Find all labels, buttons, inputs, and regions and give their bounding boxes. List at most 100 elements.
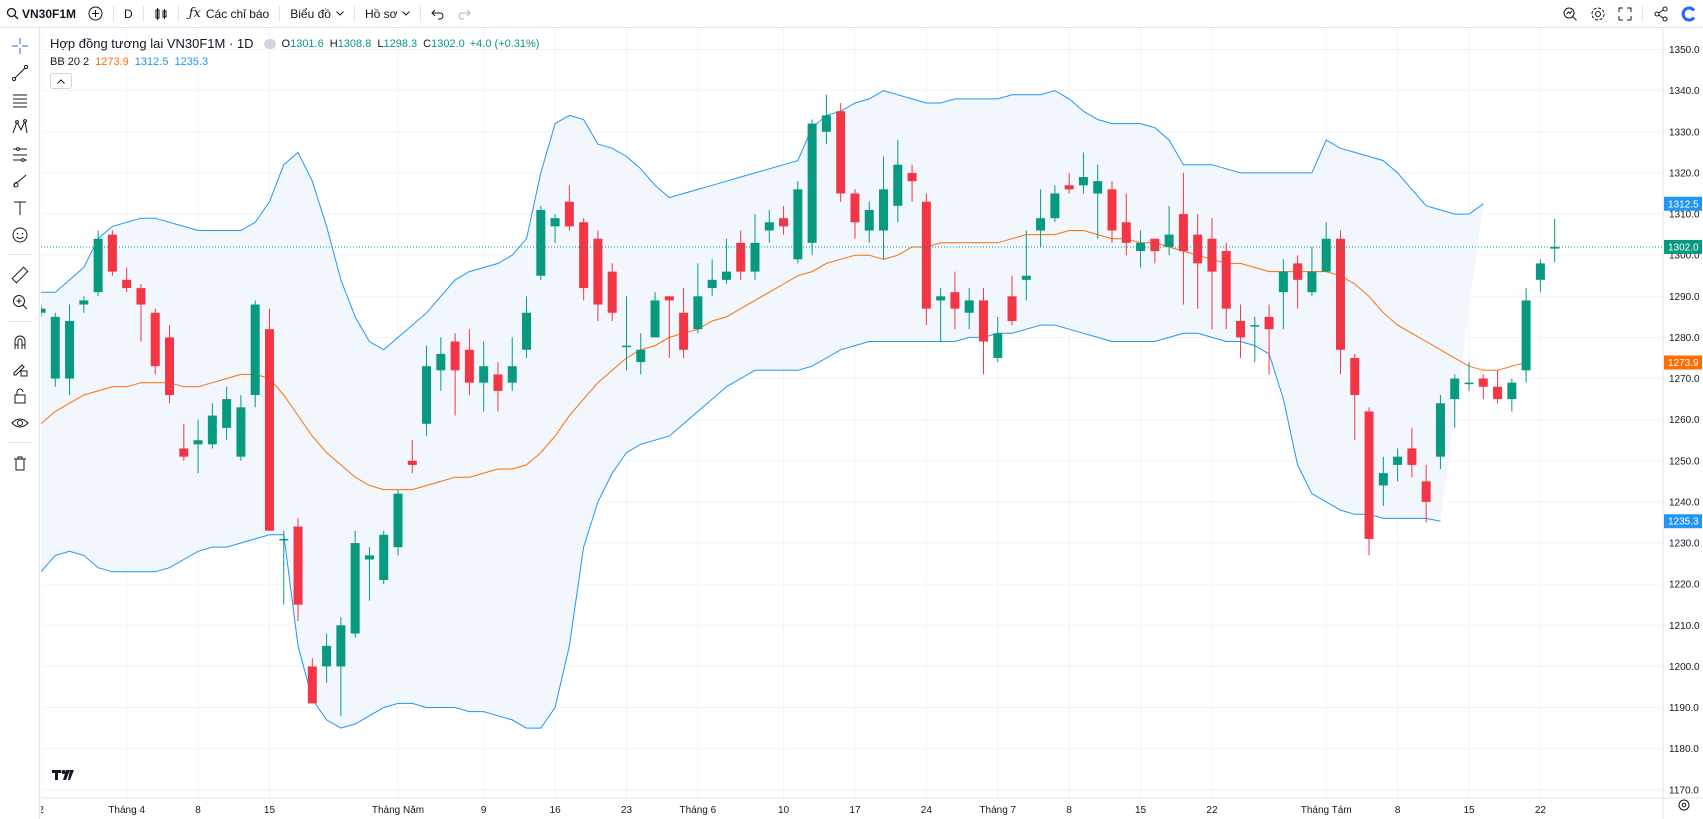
toolbar-divider xyxy=(8,442,31,443)
trash-icon xyxy=(11,454,29,472)
remove-drawings-tool[interactable] xyxy=(0,449,40,476)
magnet-tool[interactable] xyxy=(0,328,40,355)
indicators-button[interactable]: ƒx Các chỉ báo xyxy=(183,0,276,28)
time-tick-label: 8 xyxy=(1066,805,1072,816)
share-button[interactable] xyxy=(1647,0,1675,28)
candle-body xyxy=(222,399,232,428)
open-label: O xyxy=(281,38,291,50)
quick-search-button[interactable] xyxy=(1556,0,1584,28)
candle xyxy=(679,288,689,358)
candle xyxy=(1407,427,1417,478)
lock-drawings-tool[interactable] xyxy=(0,382,40,409)
stay-drawing-tool[interactable] xyxy=(0,355,40,382)
settings-button[interactable] xyxy=(1584,0,1612,28)
legend-title[interactable]: Hợp đồng tương lai VN30F1M · 1D xyxy=(50,36,254,51)
toolbar-divider xyxy=(1642,6,1643,22)
crosshair-tool[interactable] xyxy=(0,32,40,59)
candle-body xyxy=(264,329,274,531)
interval-button[interactable]: D xyxy=(118,0,139,28)
candle-body xyxy=(950,292,960,309)
hide-drawings-tool[interactable] xyxy=(0,409,40,436)
bar-style-button[interactable] xyxy=(148,0,174,28)
price-axis[interactable]: 1350.0 1340.0 1330.0 1320.0 1310.0 1300.0 1290… xyxy=(1669,45,1700,796)
measure-tool[interactable] xyxy=(0,261,40,288)
prediction-tool[interactable] xyxy=(0,140,40,167)
gear-icon xyxy=(1678,799,1690,811)
trendline-tool[interactable] xyxy=(0,59,40,86)
price-tick-label: 1300.0 xyxy=(1669,251,1700,262)
time-tick-label: 2 xyxy=(41,805,44,816)
redo-button[interactable] xyxy=(451,0,477,28)
more-options-icon[interactable] xyxy=(263,39,276,49)
symbol-search[interactable]: VN30F1M xyxy=(0,0,82,28)
last-price-tag-text: 1302.0 xyxy=(1668,242,1699,253)
brush-tool[interactable] xyxy=(0,167,40,194)
upper-band-tag: 1312.5 xyxy=(1664,196,1702,211)
pattern-tool[interactable] xyxy=(0,113,40,140)
candle xyxy=(864,201,874,243)
candle-body xyxy=(879,189,889,231)
price-chart[interactable]: 1350.0 1340.0 1330.0 1320.0 1310.0 1300.0 1290… xyxy=(41,29,1703,819)
candle-body xyxy=(150,312,160,367)
tradingview-logo[interactable] xyxy=(52,768,74,787)
bb-basis-line xyxy=(41,230,1527,491)
candle-body xyxy=(593,238,603,305)
time-tick-label: Tháng Năm xyxy=(372,805,424,816)
time-tick-label: 8 xyxy=(1395,805,1401,816)
profile-button[interactable]: Hồ sơ xyxy=(359,0,417,28)
compare-button[interactable] xyxy=(82,0,109,28)
brand-logo[interactable] xyxy=(1675,0,1703,28)
candle xyxy=(978,288,988,375)
legend-collapse-button[interactable] xyxy=(50,73,72,89)
candle xyxy=(1378,456,1388,507)
candle-body xyxy=(1121,222,1131,243)
c-logo-icon xyxy=(1681,6,1697,22)
toolbar-divider xyxy=(113,5,115,22)
time-axis[interactable]: 2 Tháng 4 8 15 Tháng Năm 9 16 23 Tháng 6 10 17 24 Th… xyxy=(41,805,1546,816)
undo-button[interactable] xyxy=(425,0,451,28)
close-label: C xyxy=(423,38,432,50)
candle xyxy=(207,403,217,449)
candle-body xyxy=(1507,382,1517,400)
chart-legend: Hợp đồng tương lai VN30F1M · 1D O 1301.6 … xyxy=(50,35,539,89)
candle-body xyxy=(93,238,103,293)
candle xyxy=(1036,189,1046,247)
candle xyxy=(422,345,432,437)
candle xyxy=(1450,374,1460,428)
bb-lower-value: 1235.3 xyxy=(174,56,209,68)
candle-body xyxy=(864,209,874,231)
emoji-tool[interactable] xyxy=(0,221,40,248)
candle xyxy=(1093,164,1103,239)
time-tick-label: 24 xyxy=(921,805,933,816)
toolbar-divider xyxy=(279,5,281,22)
text-tool[interactable] xyxy=(0,194,40,221)
candle-body xyxy=(664,296,674,301)
candle-body xyxy=(1407,448,1417,465)
fullscreen-button[interactable] xyxy=(1612,0,1638,28)
bb-label[interactable]: BB 20 2 xyxy=(50,56,90,68)
candle xyxy=(1064,172,1074,194)
candle xyxy=(1335,230,1345,375)
candle-body xyxy=(450,341,460,371)
candle-body xyxy=(536,209,546,276)
chart-type-button[interactable]: Biểu đồ xyxy=(284,0,350,28)
legend-bb-row: BB 20 2 1273.9 1312.5 1235.3 xyxy=(50,53,539,71)
basis-tag-text: 1273.9 xyxy=(1668,358,1699,369)
candle xyxy=(1236,304,1246,358)
candle xyxy=(879,156,889,260)
candle-body xyxy=(122,279,132,289)
candle xyxy=(721,238,731,284)
candle-body xyxy=(1136,242,1146,252)
candle-body xyxy=(1164,234,1174,247)
fib-tool[interactable] xyxy=(0,86,40,113)
axis-settings-button[interactable] xyxy=(1678,799,1690,811)
zoom-tool[interactable] xyxy=(0,288,40,315)
candle xyxy=(450,333,460,416)
trendline-icon xyxy=(11,64,29,82)
candle-body xyxy=(936,296,946,301)
candle-body xyxy=(1078,177,1088,186)
candle-body xyxy=(1393,456,1403,465)
price-tick-label: 1320.0 xyxy=(1669,168,1700,179)
pattern-icon xyxy=(11,118,29,136)
time-tick-label: Tháng 7 xyxy=(979,805,1016,816)
